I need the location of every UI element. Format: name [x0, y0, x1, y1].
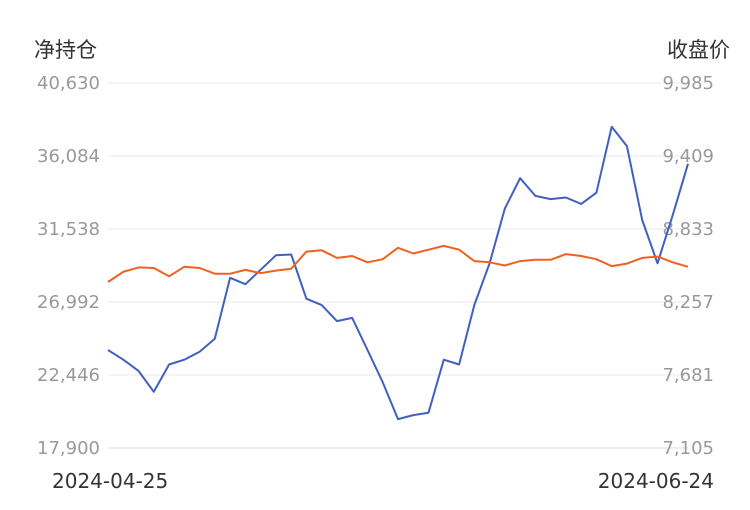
right-axis-title: 收盘价: [667, 38, 730, 62]
left-tick-label: 26,992: [37, 292, 100, 313]
left-tick-label: 40,630: [37, 73, 100, 94]
series-layer: [107, 125, 689, 421]
right-tick-label: 9,985: [662, 73, 714, 94]
left-tick-label: 31,538: [37, 219, 100, 240]
x-start-label: 2024-04-25: [52, 469, 169, 493]
right-tick-label: 9,409: [662, 146, 714, 167]
left-tick-label: 22,446: [37, 365, 100, 386]
right-tick-label: 8,833: [662, 219, 714, 240]
right-axis-ticks: 9,985 9,409 8,833 8,257 7,681 7,105: [662, 73, 714, 459]
net-position-line: [107, 125, 689, 421]
grid-lines: [108, 82, 688, 449]
left-axis-ticks: 40,630 36,084 31,538 26,992 22,446 17,900: [37, 73, 100, 459]
close-price-line: [107, 244, 689, 283]
right-tick-label: 8,257: [662, 292, 714, 313]
left-axis-title: 净持仓: [34, 38, 97, 62]
right-tick-label: 7,681: [662, 365, 714, 386]
left-tick-label: 17,900: [37, 438, 100, 459]
right-tick-label: 7,105: [662, 438, 714, 459]
x-end-label: 2024-06-24: [597, 469, 714, 493]
left-tick-label: 36,084: [37, 146, 100, 167]
